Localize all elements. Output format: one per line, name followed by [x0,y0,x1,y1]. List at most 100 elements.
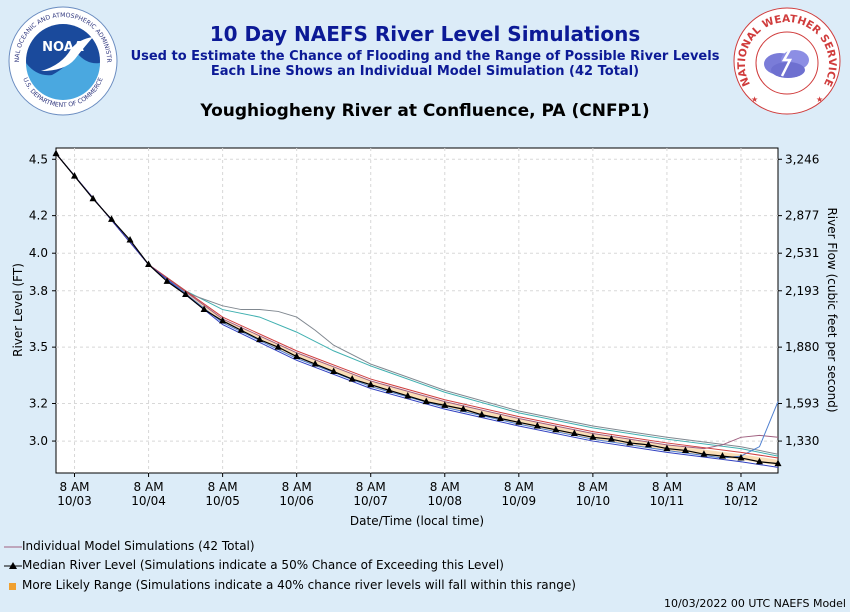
location-title: Youghiogheny River at Confluence, PA (CN… [200,101,650,121]
x-tick-label-date: 10/03 [57,494,92,508]
median-point [293,352,301,360]
legend-range: More Likely Range (Simulations indicate … [4,577,576,593]
chart-subtitle-2: Each Line Shows an Individual Model Simu… [210,64,640,79]
x-tick-label-date: 10/07 [353,494,388,508]
median-point [200,305,208,313]
legend-median: Median River Level (Simulations indicate… [4,557,504,573]
median-point [385,386,393,393]
median-point [237,326,245,333]
median-point [108,215,116,222]
x-tick-label-time: 8 AM [282,480,312,494]
median-line [55,153,779,465]
y2-tick-label: 1,593 [785,396,819,410]
x-tick-label-time: 8 AM [134,480,164,494]
grid [56,148,778,473]
model-run-footer: 10/03/2022 00 UTC NAEFS Model [663,597,846,610]
y2-tick-label: 2,193 [785,284,819,298]
simulation-line-1 [55,153,779,457]
median-series [52,149,782,467]
median-point [515,418,523,425]
y-tick-label: 3.0 [29,434,48,448]
legend-individual-label: Individual Model Simulations (42 Total) [22,539,255,553]
median-point [718,452,726,459]
median-point [422,397,430,405]
y2-tick-label: 1,330 [785,434,819,448]
y2-tick-label: 2,877 [785,209,819,223]
median-point [145,260,153,267]
x-tick-label-time: 8 AM [504,480,534,494]
noaa-logo-text: NOAA [42,40,84,55]
y-tick-label: 3.8 [29,284,48,298]
y-tick-label: 3.5 [29,340,48,354]
median-point [404,391,412,399]
svg-text:★: ★ [751,95,758,104]
median-point [256,335,264,343]
median-point [311,360,319,367]
median-point [589,433,597,440]
nws-logo: NATIONAL WEATHER SERVICE ★ ★ [733,7,841,115]
x-tick-label-date: 10/10 [576,494,611,508]
x-tick-label-time: 8 AM [430,480,460,494]
x-tick-label-date: 10/05 [205,494,240,508]
y-axis-left: 3.0 3.2 3.5 3.8 4.0 4.2 4.5 [29,152,56,448]
chart-title: 10 Day NAEFS River Level Simulations [209,22,641,46]
median-point [126,236,134,243]
median-point [367,380,375,388]
median-point [71,172,79,179]
median-point [533,422,541,429]
legend-individual: Individual Model Simulations (42 Total) [4,538,255,554]
y2-axis-label: River Flow (cubic feet per second) [825,207,839,412]
median-point [607,435,615,442]
legend-triangle-symbol [4,560,22,572]
x-tick-label-time: 8 AM [578,480,608,494]
y-tick-label: 3.2 [29,396,48,410]
x-tick-label-time: 8 AM [652,480,682,494]
legend-square-symbol [4,580,22,592]
x-axis-label: Date/Time (local time) [350,514,484,528]
y-tick-label: 4.5 [29,152,48,166]
x-tick-label-time: 8 AM [208,480,238,494]
noaa-logo: NATIONAL OCEANIC AND ATMOSPHERIC ADMINIS… [7,5,118,116]
median-point [774,459,782,467]
median-point [626,438,634,446]
x-tick-label-time: 8 AM [726,480,756,494]
median-point [89,194,97,202]
y-tick-label: 4.0 [29,246,48,260]
median-point [274,343,282,350]
x-tick-label-time: 8 AM [60,480,90,494]
legend-median-label: Median River Level (Simulations indicate… [22,558,504,572]
y2-tick-label: 2,531 [785,246,819,260]
median-point [330,367,338,375]
x-tick-label-date: 10/12 [724,494,759,508]
y2-tick-label: 1,880 [785,340,819,354]
median-point [459,405,467,412]
chart-subtitle-1: Used to Estimate the Chance of Flooding … [130,49,720,64]
simulation-line-2 [55,153,779,455]
median-point [570,429,578,437]
median-point [755,457,763,465]
median-point [737,453,745,461]
simulation-line-5 [55,153,779,459]
y-axis-right: 1,330 1,593 1,880 2,193 2,531 2,877 3,246 [778,152,819,448]
median-point [182,290,190,298]
x-tick-label-time: 8 AM [356,480,386,494]
median-point [348,375,356,382]
x-tick-label-date: 10/11 [650,494,685,508]
y2-tick-label: 3,246 [785,152,819,166]
plot-area [55,147,779,474]
legend-range-label: More Likely Range (Simulations indicate … [22,578,576,592]
x-tick-label-date: 10/04 [131,494,166,508]
median-point [163,277,171,284]
median-point [552,425,560,433]
y-tick-label: 4.2 [29,209,48,223]
median-point [644,440,652,448]
median-point [663,444,671,452]
median-point [52,149,60,157]
y-axis-label: River Level (FT) [11,263,25,357]
median-point [681,446,689,453]
median-point [219,316,227,324]
svg-text:★: ★ [816,95,823,104]
x-tick-label-date: 10/09 [502,494,537,508]
median-point [478,410,486,418]
